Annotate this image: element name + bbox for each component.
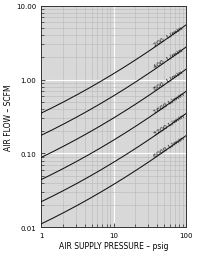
- Text: 6000 L/min: 6000 L/min: [153, 135, 185, 158]
- Text: 1600 L/min: 1600 L/min: [153, 91, 185, 114]
- Text: 3200 L/min: 3200 L/min: [153, 113, 185, 136]
- Text: 800  L/min: 800 L/min: [153, 70, 184, 91]
- X-axis label: AIR SUPPLY PRESSURE – psig: AIR SUPPLY PRESSURE – psig: [59, 241, 168, 250]
- Y-axis label: AIR FLOW – SCFM: AIR FLOW – SCFM: [4, 84, 13, 150]
- Text: 400  L/min: 400 L/min: [153, 47, 184, 69]
- Text: 200  L/min: 200 L/min: [153, 25, 184, 47]
